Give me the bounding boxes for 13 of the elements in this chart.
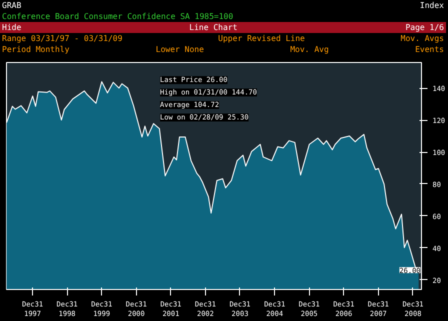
text: Index — [418, 0, 445, 11]
text: Range 03/31/97 - 03/31/09 — [1, 33, 124, 44]
text: Lower None — [154, 44, 205, 55]
text: Page 1/6 — [404, 22, 445, 33]
chart-title: Conference Board Consumer Confidence SA 1985=100 — [1, 11, 234, 22]
text: Line Chart — [188, 22, 238, 33]
text: Events — [414, 44, 445, 55]
text: Mov. Avgs — [400, 33, 445, 44]
text: Mov. Avg — [289, 44, 330, 55]
text: GRAB — [1, 0, 22, 11]
text: Hide — [1, 22, 22, 33]
text: Period Monthly — [1, 44, 70, 55]
text: Upper Revised Line — [217, 33, 306, 44]
